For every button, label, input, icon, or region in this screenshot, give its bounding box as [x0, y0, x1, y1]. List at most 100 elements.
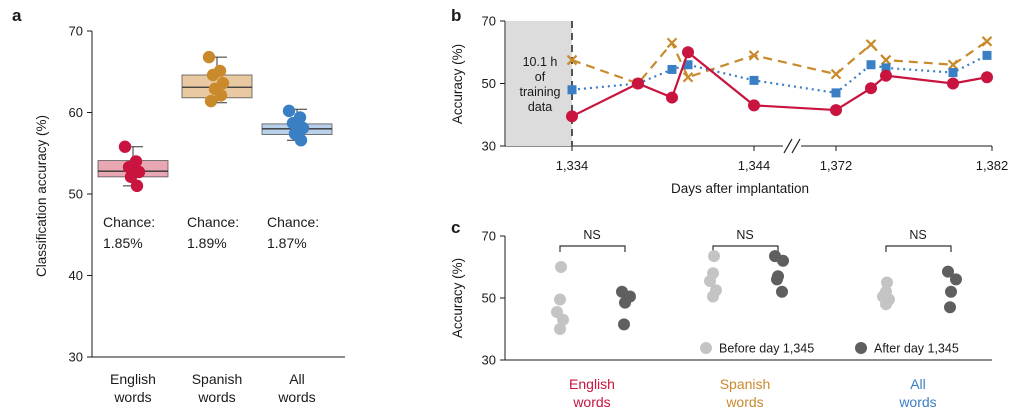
legend-before-marker [700, 342, 712, 354]
after-point [944, 301, 956, 314]
panel-b-x-axis-label: Days after implantation [671, 181, 809, 196]
significance-label: NS [736, 228, 753, 242]
data-point [286, 116, 300, 130]
after-point [777, 254, 789, 267]
training-annotation-line: training [520, 85, 561, 99]
significance-bracket [885, 245, 952, 252]
series-point [632, 77, 644, 90]
panel-label-a: a [12, 6, 22, 25]
series-point [947, 77, 959, 90]
category-label-line-1: All [289, 371, 305, 387]
significance-bracket [712, 245, 779, 252]
group-label-line-1: Spanish [720, 376, 771, 392]
chance-label: Chance: [187, 214, 239, 230]
series-point [981, 71, 993, 84]
training-annotation-line: data [528, 100, 552, 114]
data-point [130, 179, 144, 193]
panel-b-series-spanish [566, 36, 993, 89]
data-point [118, 140, 132, 153]
series-point [748, 99, 760, 112]
category-label-line-1: Spanish [192, 371, 243, 387]
series-point [683, 60, 693, 70]
series-point [880, 54, 892, 66]
chance-value: 1.87% [267, 235, 307, 251]
before-point [554, 293, 566, 306]
series-point [830, 104, 842, 117]
panel-a-box-all [261, 104, 333, 147]
series-point [567, 85, 577, 95]
data-point [214, 89, 228, 102]
panel-b-xtick-label: 1,372 [820, 158, 853, 173]
panel-a: a Classification accuracy (%) 30 40 50 60 70… [12, 6, 345, 405]
series-point-stroke-2 [830, 68, 842, 80]
series-point [682, 71, 694, 83]
legend-after-label: After day 1,345 [874, 342, 959, 356]
series-point-stroke-2 [981, 36, 993, 47]
significance-label: NS [909, 228, 926, 242]
panel-c-ytick-label: 50 [482, 291, 496, 306]
chance-value: 1.89% [187, 235, 227, 251]
panel-c-ytick-label: 70 [482, 229, 496, 244]
panel-c: c Accuracy (%) 30 50 70 NS English words NS Sp… [450, 218, 992, 410]
after-point [942, 265, 954, 278]
significance-label: NS [583, 228, 600, 242]
series-point [982, 50, 992, 60]
series-point-stroke-2 [748, 50, 760, 61]
series-point [831, 88, 841, 98]
panel-c-group-all: NS [877, 228, 962, 314]
series-point [948, 68, 958, 78]
series-point [667, 64, 677, 74]
group-label-line-1: English [569, 376, 615, 392]
panel-a-y-axis-label: Classification accuracy (%) [34, 115, 49, 277]
series-point [666, 37, 678, 49]
before-point [555, 261, 567, 273]
panel-a-box-spanish [181, 50, 253, 108]
after-point [619, 296, 631, 309]
group-label-line-1: All [910, 376, 926, 392]
before-point [554, 323, 566, 335]
after-point [776, 285, 788, 298]
data-point [282, 104, 296, 118]
series-point-stroke-2 [865, 39, 877, 50]
data-point [204, 94, 218, 108]
after-point [950, 273, 962, 286]
data-point [294, 134, 308, 147]
axis-break-1 [783, 138, 793, 154]
panel-b-xtick-label: 1,344 [738, 158, 771, 173]
series-point-stroke-2 [947, 59, 959, 71]
series-point [748, 50, 760, 61]
category-label-line-1: English [110, 371, 156, 387]
panel-a-ytick-label: 70 [69, 24, 83, 39]
panel-b-series-all [567, 50, 992, 98]
chance-value: 1.85% [103, 235, 143, 251]
data-point [206, 68, 220, 82]
category-label-line-2: words [113, 389, 151, 405]
panel-label-b: b [451, 6, 461, 25]
series-point-stroke-2 [666, 37, 678, 49]
data-point [124, 170, 138, 184]
panel-a-ytick-label: 60 [69, 105, 83, 120]
panel-c-group-english: NS [551, 228, 636, 335]
significance-bracket [559, 245, 626, 252]
series-line [571, 50, 988, 118]
after-point [771, 273, 783, 286]
series-point [865, 82, 877, 95]
panel-b-ytick-label: 50 [482, 76, 496, 91]
series-point [830, 68, 842, 80]
series-point [881, 63, 891, 73]
series-point [566, 54, 578, 66]
series-point [666, 91, 678, 104]
panel-c-ytick-label: 30 [482, 353, 496, 368]
series-point-stroke-2 [880, 54, 892, 66]
panel-b-xtick-label: 1,334 [556, 158, 589, 173]
data-point [122, 160, 136, 174]
panel-b-ytick-label: 70 [482, 14, 496, 29]
panel-c-group-spanish: NS [704, 228, 789, 303]
series-point [880, 69, 892, 82]
series-point [866, 60, 876, 70]
training-annotation-line: of [535, 70, 546, 84]
series-point [566, 110, 578, 123]
axis-break-2 [791, 138, 801, 154]
panel-c-y-axis-label: Accuracy (%) [450, 258, 465, 338]
